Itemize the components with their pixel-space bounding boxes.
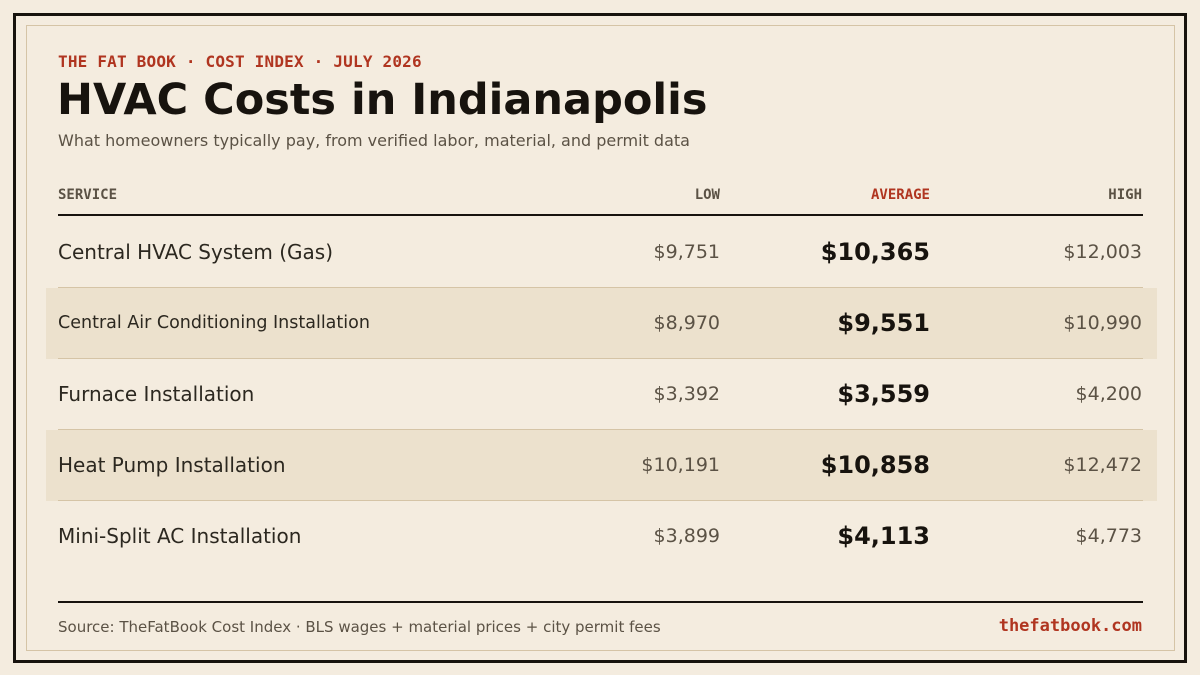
service-name: Mini-Split AC Installation: [58, 524, 302, 548]
table-row: Heat Pump Installation $10,191 $10,858 $…: [46, 430, 1157, 501]
inner-frame: [26, 25, 1175, 651]
average-cost: $10,365: [820, 238, 930, 266]
source-note: Source: TheFatBook Cost Index · BLS wage…: [58, 618, 661, 636]
high-cost: $12,472: [1063, 454, 1142, 476]
header-divider: [58, 214, 1143, 216]
page-title: HVAC Costs in Indianapolis: [57, 75, 708, 125]
low-cost: $3,392: [653, 383, 720, 405]
row-divider: [58, 429, 1143, 430]
outer-frame: [13, 13, 1187, 663]
kicker: THE FAT BOOK · COST INDEX · JULY 2026: [58, 52, 422, 71]
column-header-service: SERVICE: [58, 187, 118, 203]
footer-divider: [58, 601, 1143, 603]
service-name: Heat Pump Installation: [58, 453, 286, 477]
average-cost: $3,559: [837, 380, 930, 408]
table-row: Central Air Conditioning Installation $8…: [46, 288, 1157, 359]
average-cost: $9,551: [837, 309, 930, 337]
average-cost: $10,858: [820, 451, 930, 479]
high-cost: $4,200: [1075, 383, 1142, 405]
table-row: Central HVAC System (Gas) $9,751 $10,365…: [46, 217, 1157, 288]
average-cost: $4,113: [837, 522, 930, 550]
low-cost: $3,899: [653, 525, 720, 547]
low-cost: $8,970: [653, 312, 720, 334]
row-divider: [58, 358, 1143, 359]
service-name: Furnace Installation: [58, 382, 255, 406]
high-cost: $4,773: [1075, 525, 1142, 547]
low-cost: $10,191: [641, 454, 720, 476]
page-subtitle: What homeowners typically pay, from veri…: [58, 131, 690, 150]
row-divider: [58, 500, 1143, 501]
site-link[interactable]: thefatbook.com: [998, 616, 1142, 636]
table-row: Furnace Installation $3,392 $3,559 $4,20…: [46, 359, 1157, 430]
high-cost: $10,990: [1063, 312, 1142, 334]
high-cost: $12,003: [1063, 241, 1142, 263]
low-cost: $9,751: [653, 241, 720, 263]
column-header-high: HIGH: [1108, 187, 1142, 203]
service-name: Central Air Conditioning Installation: [58, 313, 370, 333]
column-header-average: AVERAGE: [870, 187, 930, 203]
row-divider: [58, 287, 1143, 288]
column-header-low: LOW: [694, 187, 720, 203]
table-row: Mini-Split AC Installation $3,899 $4,113…: [46, 501, 1157, 572]
service-name: Central HVAC System (Gas): [58, 240, 333, 264]
